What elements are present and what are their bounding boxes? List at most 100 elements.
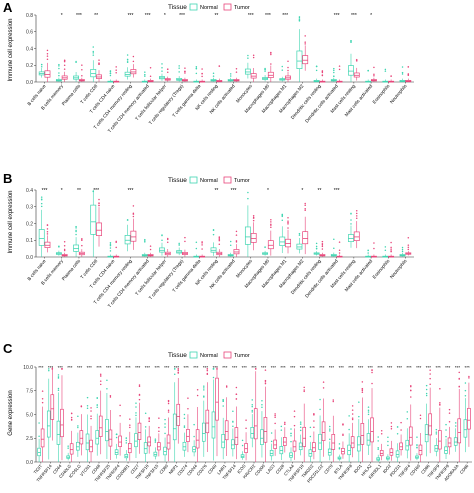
panel-a-letter: A [3,0,13,15]
box-normal [250,399,255,448]
box-body [205,409,210,434]
significance-mark: *** [265,13,271,19]
y-tick-label: 0.8 [26,13,33,19]
outlier-point [144,75,146,77]
outlier-point [57,377,60,379]
box-normal [114,433,119,459]
x-tick-label: CD80 [158,463,169,475]
outlier-point [350,219,352,221]
box-tumor [181,236,188,257]
box-tumor [44,49,51,82]
outlier-point [252,214,255,217]
panel-c: C Tissue Gene expression 0.0 2.5 5.0 7.5 10.… [3,341,472,484]
outlier-point [261,404,263,406]
outlier-point [454,425,457,427]
outlier-point [222,400,224,403]
outlier-point [132,205,135,207]
box-body [250,233,257,243]
y-tick-label: 0.2 [26,63,33,69]
box-normal [262,246,269,256]
y-tick-label: 0.2 [26,221,33,227]
outlier-point [38,435,40,438]
outlier-point [407,66,410,68]
x-tick-label: IDO2 [382,463,393,474]
outlier-point [203,385,205,387]
outlier-point [46,49,49,52]
box-body [46,410,51,438]
outlier-point [448,420,451,423]
outlier-point [90,417,92,420]
outlier-point [196,388,199,391]
outlier-point [419,417,422,420]
significance-mark: * [164,13,166,19]
outlier-point [384,246,387,248]
outlier-point [303,389,305,391]
outlier-point [164,432,166,435]
outlier-point [287,227,289,229]
box-tumor [302,35,309,71]
outlier-point [299,423,302,425]
box-normal [279,213,286,254]
outlier-point [367,406,370,408]
outlier-point [132,212,135,215]
box-normal [399,246,406,257]
box-body [348,234,354,242]
outlier-point [235,234,238,236]
outlier-point [348,415,350,417]
outlier-point [329,438,331,440]
outlier-point [416,436,418,438]
outlier-point [304,202,306,205]
box-body [292,440,297,452]
box-tumor [283,421,287,453]
outlier-point [361,389,364,392]
box-tumor [61,59,68,82]
box-body [172,413,177,441]
significance-mark: *** [426,365,432,370]
box-normal [159,234,165,256]
outlier-point [57,387,60,390]
significance-mark: *** [358,365,364,370]
outlier-point [38,422,40,424]
outlier-point [51,368,54,370]
outlier-point [290,428,292,430]
outlier-point [77,426,79,429]
significance-mark: * [61,13,63,19]
box-tumor [428,369,432,454]
outlier-point [367,411,370,413]
box-normal [424,384,429,457]
outlier-point [166,71,169,74]
box-normal [66,445,70,461]
outlier-point [184,72,186,74]
box-tumor [96,59,102,82]
box-tumor [370,66,377,82]
box-body [279,236,286,246]
legend-normal-label: Normal [200,178,218,184]
box-normal [55,63,62,82]
outlier-point [322,387,325,389]
outlier-point [216,368,218,370]
outlier-point [299,429,302,432]
outlier-point [435,431,438,433]
x-tick-label: CD48 [91,463,102,475]
outlier-point [287,217,289,219]
outlier-point [212,72,215,75]
outlier-point [195,247,198,250]
y-tick-label: 0.6 [26,30,33,36]
outlier-point [235,398,238,400]
significance-mark: *** [96,365,102,370]
legend-tumor-key [223,176,232,184]
box-body [89,439,93,453]
box-normal [192,423,196,457]
outlier-point [290,435,292,437]
outlier-point [270,52,272,54]
y-tick-label: 0.0 [26,255,33,261]
box-tumor [176,368,181,444]
box-tumor [341,423,345,459]
box-normal [279,425,284,461]
outlier-point [106,379,108,381]
box-tumor [233,67,240,82]
box-tumor [199,241,206,258]
box-normal [73,60,80,82]
outlier-point [321,242,324,245]
box-normal [141,71,148,83]
